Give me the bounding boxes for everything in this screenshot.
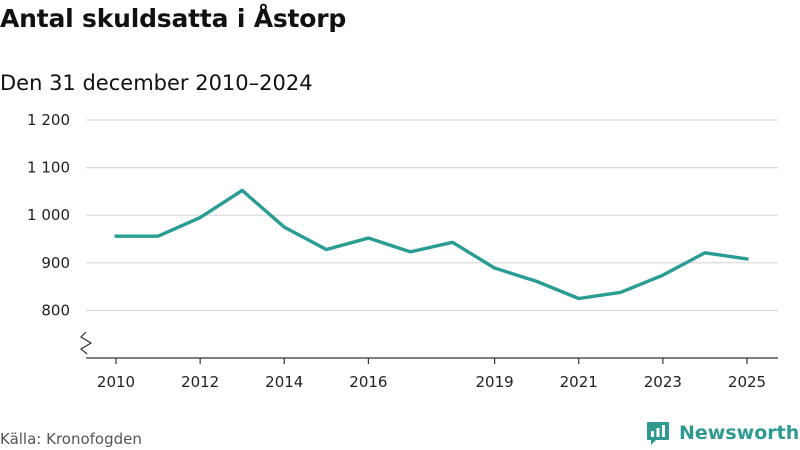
x-tick-label: 2023 [644, 373, 682, 391]
x-tick-label: 2021 [560, 373, 598, 391]
x-tick-label: 2019 [476, 373, 514, 391]
y-tick-label: 1 200 [27, 111, 70, 129]
x-tick-label: 2016 [349, 373, 387, 391]
label-layer: 800 900 1 000 1 100 1 200 2010 2012 2014 2016 201… [27, 111, 766, 391]
x-tick-label: 2010 [97, 373, 135, 391]
newsworthy-logo-icon [647, 422, 669, 445]
grid-layer [86, 119, 778, 311]
series-line-0 [114, 188, 749, 301]
x-tick-label: 2012 [181, 373, 219, 391]
y-tick-label: 1 000 [27, 206, 70, 224]
brand-name: Newsworthy [679, 422, 800, 444]
brand: Newsworthy [645, 420, 800, 446]
chart-subtitle: Den 31 december 2010–2024 [0, 71, 313, 95]
y-tick-label: 900 [41, 254, 70, 272]
x-tick-label: 2025 [728, 373, 766, 391]
y-tick-label: 1 100 [27, 159, 70, 177]
source-note: Källa: Kronofogden [0, 430, 142, 448]
y-axis-break [79, 331, 93, 355]
series-layer [114, 188, 749, 301]
axis-layer [79, 331, 778, 364]
y-tick-label: 800 [41, 301, 70, 319]
x-tick-label: 2014 [265, 373, 303, 391]
chart-title: Antal skuldsatta i Åstorp [0, 4, 347, 33]
